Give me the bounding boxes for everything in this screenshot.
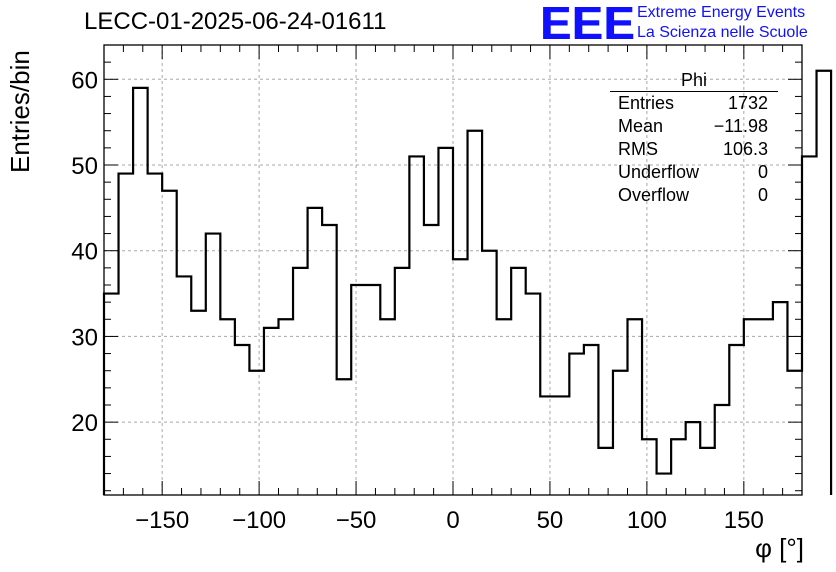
histogram-bin bbox=[642, 439, 657, 495]
histogram-bin bbox=[671, 439, 686, 495]
histogram-bin bbox=[744, 319, 759, 495]
stats-value: 106.3 bbox=[722, 139, 768, 159]
histogram-bin bbox=[773, 302, 788, 495]
eee-logo-mark: EEE bbox=[540, 0, 636, 49]
histogram-bin bbox=[177, 276, 192, 495]
histogram-bin bbox=[569, 354, 584, 495]
y-tick-label: 50 bbox=[71, 153, 98, 180]
x-tick-label: −100 bbox=[232, 507, 286, 534]
histogram-bin bbox=[162, 191, 177, 495]
stats-row-rms: RMS 106.3 bbox=[610, 138, 778, 161]
eee-logo: EEE Extreme Energy Events La Scienza nel… bbox=[540, 0, 836, 49]
histogram-bin bbox=[686, 422, 701, 495]
histogram-bin bbox=[511, 268, 526, 495]
eee-logo-line1: Extreme Energy Events bbox=[637, 4, 806, 21]
x-tick-label: −50 bbox=[336, 507, 377, 534]
stats-label: Underflow bbox=[618, 162, 700, 182]
histogram-bin bbox=[555, 396, 570, 495]
histogram-bin bbox=[497, 319, 512, 495]
stats-row-mean: Mean −11.98 bbox=[610, 115, 778, 138]
x-axis-label: φ [°] bbox=[755, 533, 804, 563]
histogram-bin bbox=[293, 268, 308, 495]
y-tick-label: 40 bbox=[71, 239, 98, 266]
histogram-bin bbox=[468, 131, 483, 495]
histogram-bin bbox=[206, 234, 221, 495]
histogram-bin bbox=[758, 319, 773, 495]
stats-row-underflow: Underflow 0 bbox=[610, 161, 778, 184]
y-tick-label: 20 bbox=[71, 410, 98, 437]
histogram-bin bbox=[438, 148, 453, 495]
histogram-bin bbox=[191, 311, 206, 495]
histogram-bin bbox=[628, 319, 643, 495]
stats-label: Entries bbox=[618, 93, 675, 113]
stats-label: RMS bbox=[618, 139, 658, 159]
x-tick-label: 0 bbox=[446, 507, 459, 534]
stats-box: Phi Entries 1732 Mean −11.98 RMS 106.3 U… bbox=[610, 70, 778, 207]
x-tick-label: 100 bbox=[627, 507, 667, 534]
histogram-bin bbox=[133, 88, 148, 495]
histogram-bin bbox=[540, 396, 555, 495]
histogram-line bbox=[102, 69, 833, 495]
stats-row-entries: Entries 1732 bbox=[610, 92, 778, 115]
histogram-bin bbox=[366, 285, 381, 495]
histogram-bin bbox=[700, 448, 715, 495]
histogram-bin bbox=[279, 319, 294, 495]
y-tick-label: 60 bbox=[71, 67, 98, 94]
histogram-bin bbox=[424, 225, 439, 495]
stats-value: −11.98 bbox=[713, 116, 768, 136]
stats-label: Mean bbox=[618, 116, 664, 136]
x-tick-label: 150 bbox=[724, 507, 764, 534]
histogram-bin bbox=[322, 225, 337, 495]
histogram-bin bbox=[409, 156, 424, 495]
histogram-bin bbox=[380, 319, 395, 495]
histogram-bin bbox=[308, 208, 323, 495]
histogram-bin bbox=[264, 328, 279, 495]
histogram-bin bbox=[148, 174, 163, 495]
x-tick-label: 50 bbox=[537, 507, 564, 534]
histogram-bin bbox=[526, 294, 541, 495]
stats-title: Phi bbox=[610, 70, 778, 92]
stats-value: 0 bbox=[757, 185, 768, 205]
x-tick-label: −150 bbox=[135, 507, 189, 534]
histogram-bin bbox=[453, 259, 468, 495]
histogram-bin bbox=[787, 371, 802, 495]
y-tick-label: 30 bbox=[71, 324, 98, 351]
histogram-bin bbox=[337, 379, 352, 495]
plot-frame bbox=[103, 44, 803, 496]
stats-value: 0 bbox=[757, 162, 768, 182]
histogram-bin bbox=[482, 251, 497, 495]
histogram-bin bbox=[657, 474, 672, 495]
stats-label: Overflow bbox=[618, 185, 690, 205]
histogram-bin bbox=[220, 319, 235, 495]
histogram-bin bbox=[817, 71, 832, 495]
histogram-bin bbox=[104, 294, 119, 495]
histogram-bin bbox=[235, 345, 250, 495]
histogram-bin bbox=[613, 371, 628, 495]
histogram-bin bbox=[729, 345, 744, 495]
histogram-bin bbox=[584, 345, 599, 495]
stats-value: 1732 bbox=[727, 93, 768, 113]
histogram-bin bbox=[598, 448, 613, 495]
histogram-bin bbox=[351, 285, 366, 495]
histogram-bin bbox=[395, 268, 410, 495]
histogram-bin bbox=[802, 156, 817, 495]
histogram-bin bbox=[249, 371, 264, 495]
stats-row-overflow: Overflow 0 bbox=[610, 184, 778, 207]
eee-logo-line2: La Scienza nelle Scuole bbox=[637, 24, 808, 41]
histogram-bin bbox=[119, 174, 134, 495]
chart-title: LECC-01-2025-06-24-01611 bbox=[84, 8, 387, 35]
histogram-bin bbox=[715, 405, 730, 495]
